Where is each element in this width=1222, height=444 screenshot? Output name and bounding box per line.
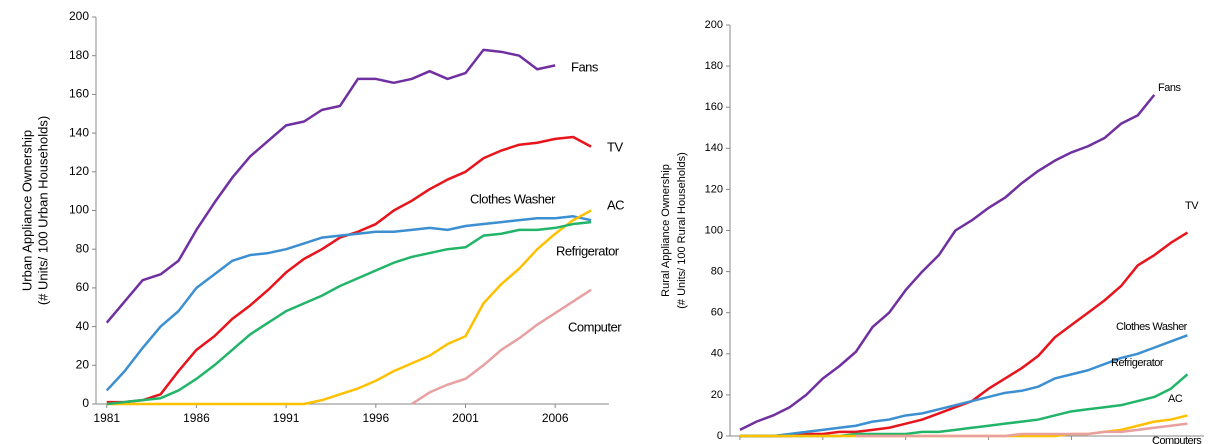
y-tick-label: 100 bbox=[69, 203, 89, 217]
series-label: Fans bbox=[571, 59, 599, 74]
y-tick-label: 180 bbox=[69, 48, 89, 62]
y-tick-label: 100 bbox=[705, 224, 723, 236]
series-label: TV bbox=[1185, 200, 1199, 212]
series-line bbox=[855, 422, 1188, 438]
series-label: Clothes Washer bbox=[1116, 321, 1188, 333]
x-tick-label: 1991 bbox=[273, 411, 300, 425]
y-tick-label: 60 bbox=[76, 280, 90, 294]
x-tick-label: 1996 bbox=[362, 411, 389, 425]
series-line bbox=[105, 48, 556, 324]
series-label: Refrigerator bbox=[556, 243, 620, 258]
series-label: Fans bbox=[1158, 82, 1181, 94]
y-axis-label: Rural Appliance Ownership bbox=[660, 164, 672, 297]
y-tick-label: 60 bbox=[711, 307, 723, 319]
y-tick-label: 0 bbox=[82, 396, 89, 410]
y-axis-label: (# Units/ 100 Rural Households) bbox=[676, 152, 688, 309]
x-tick-label: 1981 bbox=[93, 411, 120, 425]
series-line bbox=[739, 94, 1156, 431]
series-line bbox=[106, 220, 592, 406]
y-tick-label: 20 bbox=[76, 357, 90, 371]
series-label: Computers bbox=[1152, 435, 1202, 444]
y-tick-label: 200 bbox=[705, 19, 723, 31]
y-axis-label: (# Units/ 100 Urban Households) bbox=[35, 116, 50, 305]
series-line bbox=[105, 215, 592, 392]
y-tick-label: 20 bbox=[711, 389, 723, 401]
y-tick-label: 40 bbox=[76, 319, 90, 333]
x-tick-label: 2006 bbox=[542, 411, 569, 425]
series-label: Clothes Washer bbox=[470, 191, 556, 206]
y-tick-label: 120 bbox=[69, 164, 89, 178]
y-tick-label: 180 bbox=[705, 60, 723, 72]
series-label: AC bbox=[1168, 393, 1183, 405]
x-tick-label: 1986 bbox=[183, 411, 210, 425]
y-tick-label: 120 bbox=[705, 183, 723, 195]
series-label: AC bbox=[607, 197, 624, 212]
series-label: Refrigerator bbox=[1111, 357, 1164, 369]
series-line bbox=[739, 334, 1188, 438]
x-tick-label: 2001 bbox=[452, 411, 479, 425]
y-tick-label: 160 bbox=[69, 87, 89, 101]
y-axis-label: Urban Appliance Ownership bbox=[19, 130, 34, 291]
y-tick-label: 80 bbox=[711, 266, 723, 278]
series-label: TV bbox=[607, 139, 623, 154]
y-tick-label: 200 bbox=[69, 9, 89, 23]
series-label: Computer bbox=[568, 319, 622, 334]
series-line bbox=[411, 288, 592, 406]
y-tick-label: 140 bbox=[69, 125, 89, 139]
y-tick-label: 40 bbox=[711, 348, 723, 360]
y-tick-label: 160 bbox=[705, 101, 723, 113]
series-line bbox=[106, 209, 592, 406]
y-tick-label: 140 bbox=[705, 142, 723, 154]
y-tick-label: 80 bbox=[76, 241, 90, 255]
y-tick-label: 0 bbox=[717, 430, 723, 442]
